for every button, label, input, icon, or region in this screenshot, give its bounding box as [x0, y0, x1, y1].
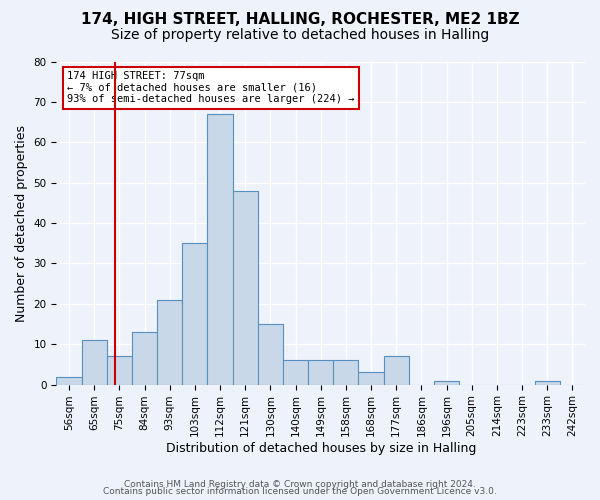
Bar — [233, 190, 258, 384]
Bar — [208, 114, 233, 384]
Text: 174, HIGH STREET, HALLING, ROCHESTER, ME2 1BZ: 174, HIGH STREET, HALLING, ROCHESTER, ME… — [80, 12, 520, 28]
Bar — [358, 372, 383, 384]
Bar — [333, 360, 358, 384]
Bar — [383, 356, 409, 384]
Bar — [182, 243, 208, 384]
Text: Contains public sector information licensed under the Open Government Licence v3: Contains public sector information licen… — [103, 487, 497, 496]
Bar — [107, 356, 132, 384]
Bar — [157, 300, 182, 384]
Text: 174 HIGH STREET: 77sqm
← 7% of detached houses are smaller (16)
93% of semi-deta: 174 HIGH STREET: 77sqm ← 7% of detached … — [67, 71, 355, 104]
Bar — [434, 380, 459, 384]
Y-axis label: Number of detached properties: Number of detached properties — [15, 124, 28, 322]
Text: Size of property relative to detached houses in Halling: Size of property relative to detached ho… — [111, 28, 489, 42]
Bar — [82, 340, 107, 384]
Bar — [258, 324, 283, 384]
Bar — [535, 380, 560, 384]
Bar — [308, 360, 333, 384]
Bar — [283, 360, 308, 384]
X-axis label: Distribution of detached houses by size in Halling: Distribution of detached houses by size … — [166, 442, 476, 455]
Bar — [132, 332, 157, 384]
Text: Contains HM Land Registry data © Crown copyright and database right 2024.: Contains HM Land Registry data © Crown c… — [124, 480, 476, 489]
Bar — [56, 376, 82, 384]
